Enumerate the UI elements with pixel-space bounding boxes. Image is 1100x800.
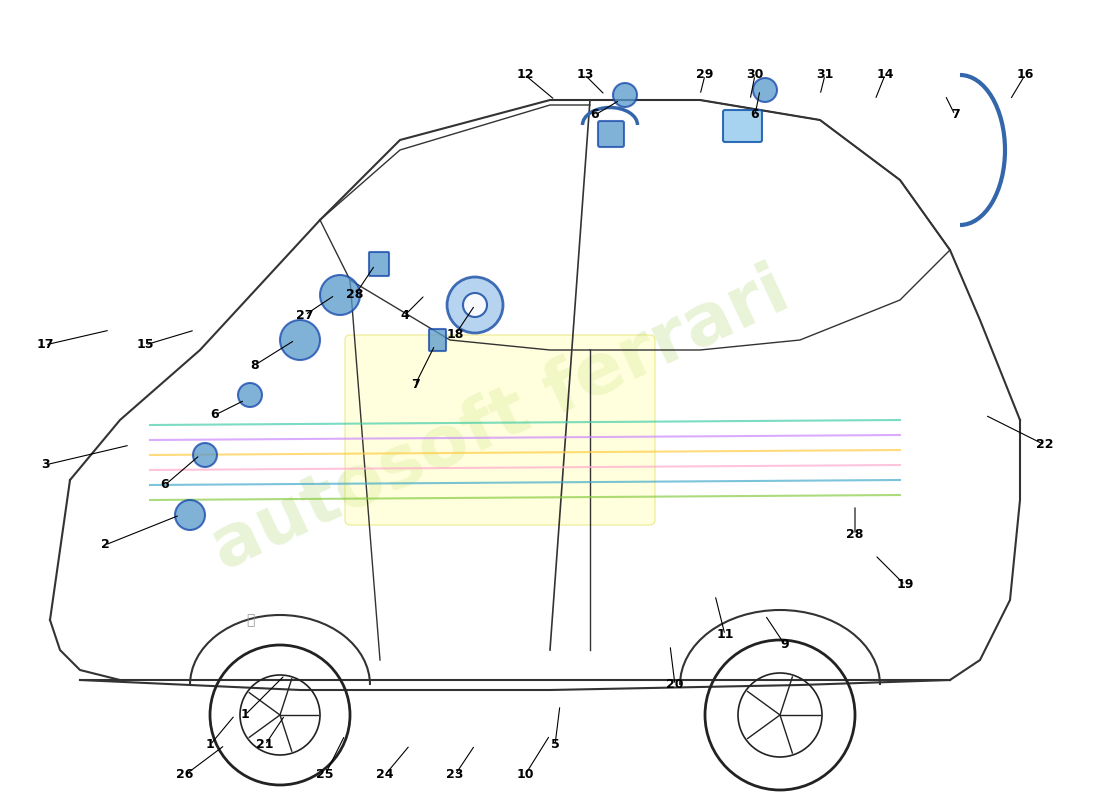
Text: 9: 9 bbox=[781, 638, 790, 651]
Circle shape bbox=[175, 500, 205, 530]
Circle shape bbox=[613, 83, 637, 107]
Text: 21: 21 bbox=[256, 738, 274, 751]
Text: 13: 13 bbox=[576, 69, 594, 82]
Text: 14: 14 bbox=[877, 69, 893, 82]
Text: 19: 19 bbox=[896, 578, 914, 591]
Text: 6: 6 bbox=[161, 478, 169, 491]
Text: 17: 17 bbox=[36, 338, 54, 351]
Text: 20: 20 bbox=[667, 678, 684, 691]
Text: 6: 6 bbox=[211, 409, 219, 422]
Text: 23: 23 bbox=[447, 769, 464, 782]
Text: 28: 28 bbox=[346, 289, 364, 302]
Text: 6: 6 bbox=[750, 109, 759, 122]
Text: ⬧: ⬧ bbox=[245, 613, 254, 627]
Text: 7: 7 bbox=[950, 109, 959, 122]
Text: 1: 1 bbox=[206, 738, 214, 751]
Text: 16: 16 bbox=[1016, 69, 1034, 82]
Text: 22: 22 bbox=[1036, 438, 1054, 451]
Text: 8: 8 bbox=[251, 358, 260, 371]
FancyBboxPatch shape bbox=[429, 329, 446, 351]
Circle shape bbox=[320, 275, 360, 315]
Text: 15: 15 bbox=[136, 338, 154, 351]
Text: 24: 24 bbox=[376, 769, 394, 782]
Text: 10: 10 bbox=[516, 769, 534, 782]
Text: 4: 4 bbox=[400, 309, 409, 322]
Text: 12: 12 bbox=[516, 69, 534, 82]
Text: 25: 25 bbox=[317, 769, 333, 782]
Text: 1: 1 bbox=[241, 709, 250, 722]
Text: 11: 11 bbox=[716, 629, 734, 642]
Circle shape bbox=[447, 277, 503, 333]
Text: 18: 18 bbox=[447, 329, 464, 342]
Circle shape bbox=[192, 443, 217, 467]
Text: 5: 5 bbox=[551, 738, 560, 751]
FancyBboxPatch shape bbox=[345, 335, 654, 525]
FancyBboxPatch shape bbox=[723, 110, 762, 142]
Text: 3: 3 bbox=[41, 458, 50, 471]
Text: 2: 2 bbox=[100, 538, 109, 551]
Text: 27: 27 bbox=[296, 309, 314, 322]
Text: 7: 7 bbox=[410, 378, 419, 391]
Circle shape bbox=[463, 293, 487, 317]
Text: 29: 29 bbox=[696, 69, 714, 82]
Text: 30: 30 bbox=[746, 69, 763, 82]
Text: 28: 28 bbox=[846, 529, 864, 542]
Circle shape bbox=[280, 320, 320, 360]
Text: 6: 6 bbox=[591, 109, 600, 122]
FancyBboxPatch shape bbox=[598, 121, 624, 147]
Circle shape bbox=[238, 383, 262, 407]
FancyBboxPatch shape bbox=[368, 252, 389, 276]
Text: 31: 31 bbox=[816, 69, 834, 82]
Circle shape bbox=[754, 78, 777, 102]
Text: autosoft ferrari: autosoft ferrari bbox=[200, 256, 800, 584]
Text: 26: 26 bbox=[176, 769, 194, 782]
